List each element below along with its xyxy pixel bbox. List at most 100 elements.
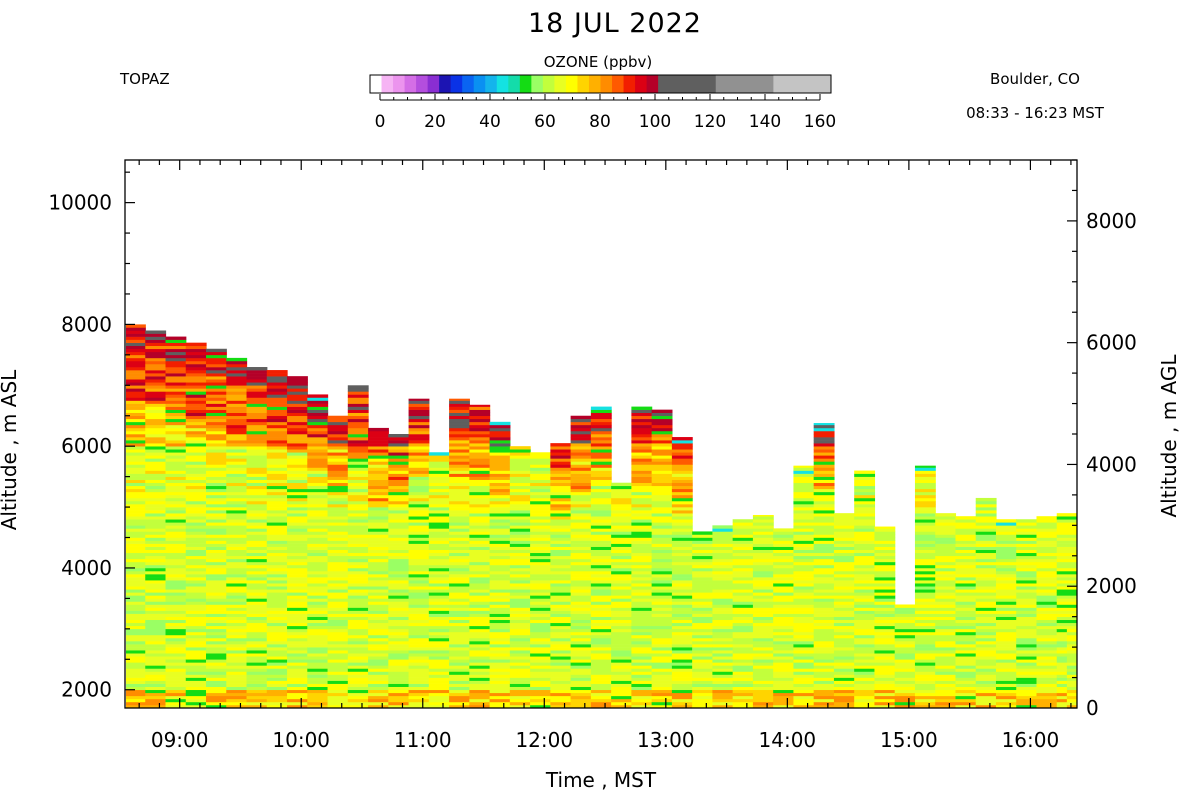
ozone-cell: [388, 650, 410, 654]
ozone-cell: [206, 595, 227, 599]
ozone-cell: [590, 522, 612, 526]
ozone-cell: [327, 488, 349, 493]
ozone-cell: [327, 482, 349, 487]
ozone-cell: [246, 662, 268, 666]
ozone-cell: [914, 644, 936, 648]
ozone-cell: [126, 409, 146, 413]
ozone-cell: [307, 446, 329, 450]
ozone-cell: [368, 580, 389, 584]
ozone-cell: [1036, 549, 1058, 554]
ozone-cell: [793, 625, 815, 630]
ozone-cell: [126, 339, 146, 343]
ozone-cell: [833, 671, 855, 675]
ozone-cell: [995, 604, 1017, 608]
ozone-cell: [773, 574, 795, 578]
ozone-cell: [712, 586, 734, 590]
ozone-cell: [489, 525, 511, 529]
ozone-cell: [165, 367, 187, 371]
ozone-cell: [266, 674, 288, 678]
ozone-cell: [550, 494, 572, 499]
ozone-cell: [530, 674, 551, 678]
ozone-cell: [185, 403, 207, 407]
ozone-cell: [246, 637, 268, 642]
ozone-cell: [165, 354, 187, 359]
ozone-cell: [590, 537, 612, 541]
ozone-cell: [1066, 689, 1077, 694]
ozone-cell: [732, 552, 754, 557]
ozone-cell: [975, 698, 997, 703]
ozone-cell: [287, 610, 308, 614]
ozone-cell: [408, 488, 430, 493]
ozone-cell: [126, 327, 146, 331]
ozone-cell: [428, 540, 450, 544]
ozone-cell: [266, 683, 288, 687]
ozone-cell: [327, 564, 349, 569]
ozone-cell: [793, 601, 815, 605]
ozone-cell: [570, 586, 592, 590]
ozone-cell: [712, 628, 734, 633]
ozone-cell: [368, 485, 389, 490]
ozone-cell: [368, 567, 389, 572]
ozone-cell: [388, 470, 410, 474]
ozone-cell: [145, 479, 167, 484]
ozone-cell: [145, 686, 167, 691]
ozone-cell: [307, 494, 329, 499]
ozone-cell: [894, 616, 916, 621]
ozone-cell: [469, 592, 491, 596]
ozone-cell: [226, 607, 248, 611]
ozone-cell: [145, 497, 167, 502]
ozone-cell: [631, 488, 653, 493]
ozone-cell: [287, 701, 308, 706]
ozone-cell: [347, 534, 369, 538]
ozone-cell: [509, 458, 531, 462]
ozone-cell: [914, 583, 936, 587]
ozone-cell: [651, 534, 673, 538]
ozone-cell: [590, 479, 612, 484]
ozone-cell: [1066, 628, 1077, 633]
ozone-cell: [671, 598, 693, 602]
ozone-cell: [590, 644, 612, 648]
ozone-cell: [671, 619, 693, 624]
ozone-cell: [854, 604, 876, 608]
ozone-cell: [145, 647, 167, 651]
ozone-cell: [712, 683, 734, 687]
ozone-cell: [1056, 589, 1077, 593]
ozone-cell: [550, 598, 572, 602]
ozone-cell: [935, 610, 957, 614]
ozone-cell: [1066, 631, 1077, 636]
ozone-cell: [631, 424, 653, 429]
ozone-cell: [489, 634, 511, 639]
ozone-cell: [408, 692, 430, 697]
ozone-cell: [408, 543, 430, 547]
ozone-cell: [692, 555, 714, 560]
ozone-cell: [145, 373, 167, 377]
ozone-cell: [388, 482, 410, 487]
ozone-cell: [206, 363, 227, 368]
ozone-cell: [307, 641, 329, 645]
ozone-cell: [874, 610, 896, 614]
ozone-cell: [833, 598, 855, 602]
ozone-cell: [266, 455, 288, 459]
ozone-cell: [530, 610, 551, 614]
ozone-cell: [185, 449, 207, 453]
ozone-cell: [570, 540, 592, 544]
ozone-cell: [509, 601, 531, 605]
ozone-cell: [995, 653, 1017, 657]
ozone-cell: [449, 534, 470, 538]
ozone-cell: [854, 683, 876, 687]
ozone-cell: [428, 662, 450, 666]
ozone-cell: [327, 461, 349, 465]
ozone-profile: [793, 465, 815, 709]
ozone-cell: [126, 598, 146, 602]
ozone-cell: [651, 525, 673, 529]
ozone-cell: [975, 500, 997, 505]
ozone-cell: [469, 589, 491, 593]
ozone-cell: [165, 351, 187, 356]
ozone-cell: [732, 616, 754, 621]
ozone-cell: [671, 701, 693, 706]
ozone-cell: [570, 564, 592, 569]
ozone-cell: [165, 519, 187, 523]
ozone-cell: [428, 558, 450, 563]
ozone-cell: [246, 552, 268, 557]
ozone-cell: [509, 504, 531, 508]
